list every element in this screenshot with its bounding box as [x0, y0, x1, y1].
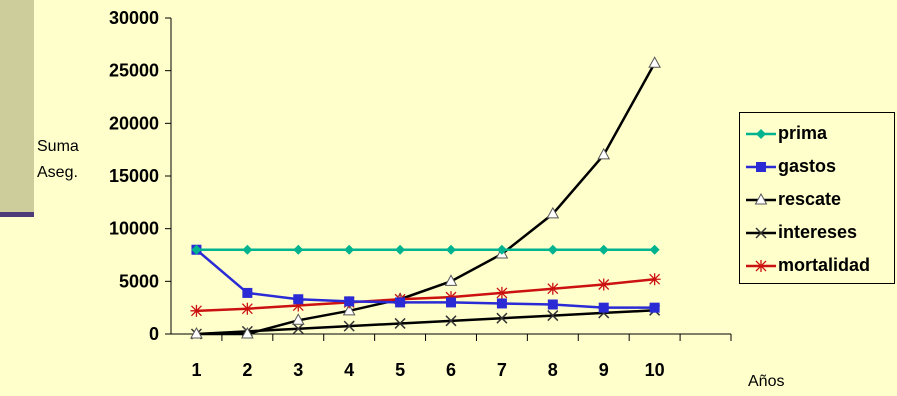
x-tick-label: 1 [191, 360, 201, 380]
point-mortalidad [546, 282, 559, 295]
y-tick-label: 25000 [109, 61, 159, 81]
legend-item-gastos: gastos [740, 152, 896, 182]
point-rescate [597, 147, 611, 160]
point-prima [649, 244, 660, 255]
point-mortalidad [445, 291, 457, 304]
x-tick-label: 3 [293, 360, 303, 380]
y-axis-label-line-1: Suma [37, 138, 79, 155]
y-tick-label: 5000 [119, 271, 159, 291]
point-gastos [649, 302, 660, 313]
point-gastos [547, 299, 558, 310]
point-gastos [242, 287, 253, 298]
x-tick-label: 8 [548, 360, 558, 380]
point-rescate [291, 313, 305, 325]
point-rescate [190, 326, 203, 339]
point-gastos [496, 298, 507, 309]
y-tick-label: 10000 [109, 219, 159, 239]
legend-label: intereses [778, 222, 858, 242]
point-mortalidad [292, 299, 305, 312]
y-tick-label: 15000 [109, 166, 159, 186]
point-intereses [394, 317, 406, 329]
point-mortalidad [597, 278, 610, 291]
slide-side-band [0, 0, 34, 212]
point-rescate [648, 56, 661, 68]
point-gastos [344, 296, 355, 307]
series-line-rescate [196, 62, 656, 336]
legend-label: prima [778, 123, 828, 143]
point-gastos [446, 297, 456, 308]
point-mortalidad [495, 286, 508, 299]
x-tick-label: 10 [645, 360, 665, 380]
point-prima [293, 244, 304, 255]
point-intereses [445, 315, 457, 327]
y-axis-label-line-2: Aseg. [37, 164, 78, 181]
x-tick-label: 7 [497, 360, 507, 380]
point-intereses [496, 312, 508, 324]
x-tick-labels: 1 2 3 4 5 6 7 8 9 10 [191, 360, 664, 380]
legend-label: rescate [778, 189, 842, 209]
point-prima [344, 244, 355, 255]
legend-swatch-mortalidad [746, 260, 776, 272]
y-tick-label: 0 [149, 324, 159, 344]
point-prima [191, 244, 202, 255]
x-tick-label: 4 [344, 360, 354, 380]
series-line-intereses [196, 309, 655, 336]
x-tick-label: 6 [446, 360, 456, 380]
point-gastos [598, 302, 609, 313]
point-rescate [342, 303, 356, 316]
point-gastos [395, 297, 406, 308]
legend-swatch-rescate [746, 192, 776, 205]
legend-marker [754, 192, 768, 205]
point-prima [242, 244, 253, 255]
point-intereses [292, 323, 304, 335]
legend-swatch-intereses [746, 227, 776, 239]
chart-legend: prima gastos rescate intereses mortalidad [739, 112, 895, 284]
y-tick-label: 20000 [109, 113, 159, 133]
x-tick-label: 2 [242, 360, 252, 380]
x-axis-label: Años [748, 373, 785, 390]
point-mortalidad [190, 304, 203, 317]
legend-swatch-prima [746, 129, 776, 139]
legend-marker [756, 129, 766, 139]
x-tick-label: 5 [395, 360, 405, 380]
point-prima [496, 244, 507, 255]
point-intereses [547, 310, 559, 322]
point-prima [547, 244, 558, 255]
point-rescate [444, 274, 458, 286]
point-rescate [241, 326, 254, 339]
legend-swatch-gastos [746, 162, 776, 172]
y-tick-labels: 0 5000 10000 15000 20000 25000 30000 [109, 8, 159, 344]
legend-marker [756, 162, 766, 172]
point-mortalidad [241, 302, 254, 315]
chart-series [190, 56, 661, 340]
legend-label: gastos [778, 156, 837, 176]
legend-marker [755, 260, 767, 272]
series-gastos [191, 244, 660, 313]
point-prima [598, 244, 609, 255]
y-tick-label: 30000 [109, 8, 159, 28]
legend-item-intereses: intereses [740, 218, 896, 248]
legend-item-prima: prima [740, 119, 896, 149]
point-mortalidad [648, 273, 661, 286]
series-prima [191, 244, 660, 255]
legend-label: mortalidad [778, 255, 871, 275]
point-gastos [293, 294, 304, 305]
legend-marker [755, 227, 767, 239]
point-rescate [546, 206, 560, 219]
legend-item-mortalidad: mortalidad [740, 251, 896, 281]
slide-side-band-line [0, 212, 34, 217]
legend-item-rescate: rescate [740, 185, 896, 215]
point-prima [395, 244, 406, 255]
point-intereses [343, 320, 355, 332]
series-line-gastos [195, 248, 655, 309]
x-tick-label: 9 [599, 360, 609, 380]
series-line-mortalidad [196, 277, 655, 313]
point-prima [446, 244, 456, 255]
